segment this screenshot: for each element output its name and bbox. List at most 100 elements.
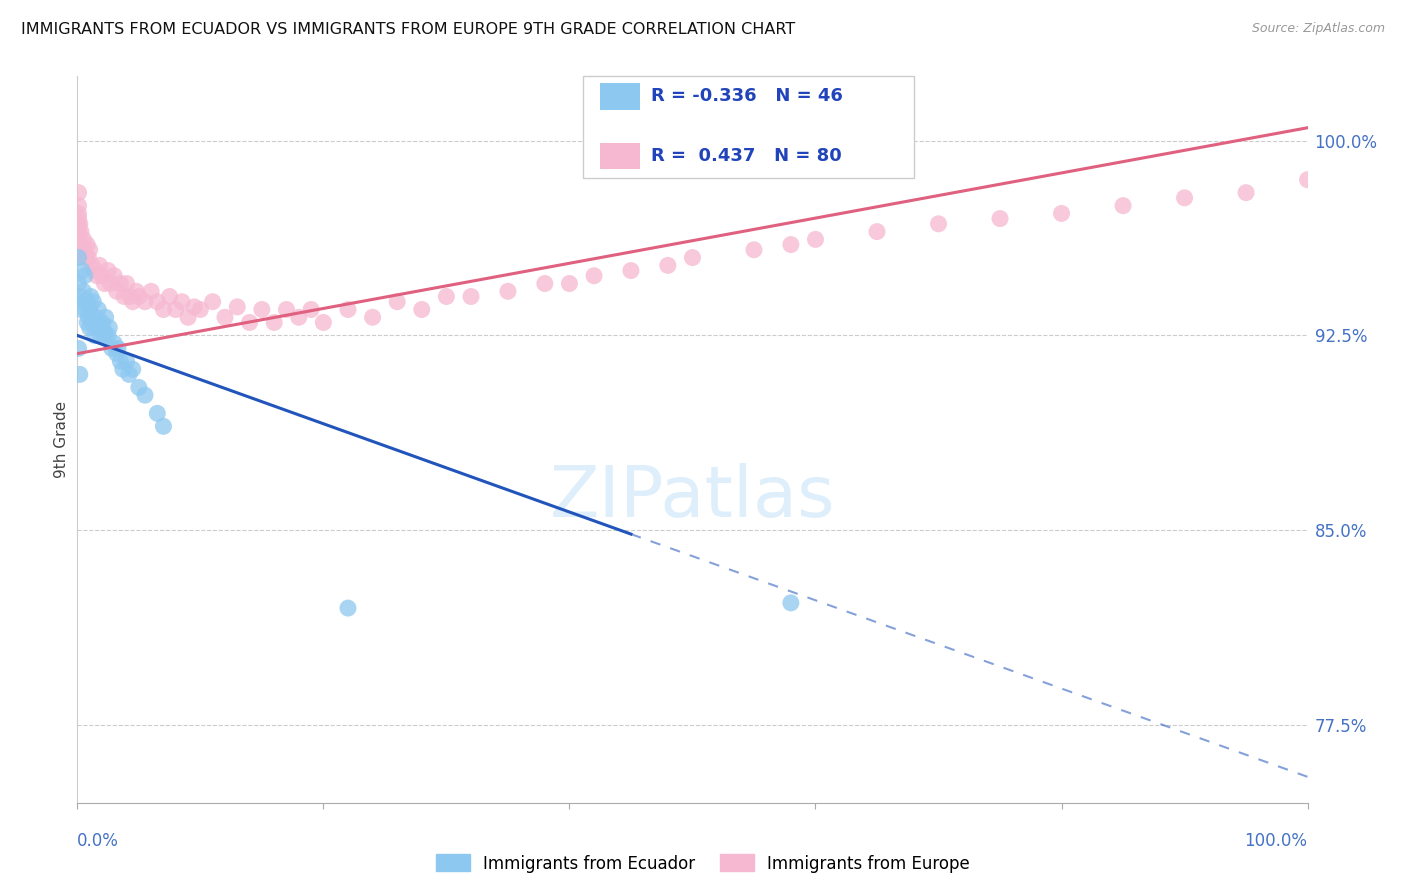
- Point: [67, 211, 90, 226]
- Point: [436, 289, 458, 303]
- Point: [67, 186, 90, 200]
- Point: [312, 316, 335, 330]
- Point: [558, 277, 581, 291]
- Point: [146, 294, 169, 309]
- Point: [67, 251, 90, 265]
- Point: [76, 316, 98, 330]
- Point: [67, 342, 90, 356]
- Point: [288, 310, 311, 325]
- Point: [128, 289, 150, 303]
- Point: [103, 268, 125, 283]
- Point: [93, 328, 115, 343]
- Point: [214, 310, 236, 325]
- Point: [620, 263, 643, 277]
- Point: [90, 268, 114, 283]
- Text: Source: ZipAtlas.com: Source: ZipAtlas.com: [1251, 22, 1385, 36]
- Point: [385, 294, 409, 309]
- Text: ZIPatlas: ZIPatlas: [550, 463, 835, 532]
- Point: [82, 294, 104, 309]
- Point: [94, 310, 117, 325]
- Text: R =  0.437   N = 80: R = 0.437 N = 80: [651, 147, 842, 165]
- Text: 0.0%: 0.0%: [77, 832, 120, 850]
- Point: [79, 302, 101, 317]
- Point: [84, 310, 107, 325]
- Point: [111, 362, 134, 376]
- Point: [134, 388, 156, 402]
- Point: [152, 302, 174, 317]
- Point: [183, 300, 205, 314]
- Point: [67, 199, 90, 213]
- Point: [583, 268, 606, 283]
- Point: [110, 277, 132, 291]
- Point: [226, 300, 249, 314]
- Point: [115, 354, 138, 368]
- Point: [411, 302, 433, 317]
- Point: [83, 328, 105, 343]
- Point: [86, 320, 108, 334]
- Point: [177, 310, 200, 325]
- Point: [657, 258, 679, 272]
- Point: [361, 310, 384, 325]
- Point: [250, 302, 273, 317]
- Point: [79, 320, 101, 334]
- Point: [93, 277, 115, 291]
- Point: [1296, 172, 1319, 186]
- Point: [159, 289, 181, 303]
- Point: [69, 217, 91, 231]
- Point: [90, 328, 112, 343]
- Point: [82, 316, 104, 330]
- Point: [76, 294, 98, 309]
- Point: [125, 285, 148, 299]
- Point: [80, 289, 103, 303]
- Point: [105, 346, 128, 360]
- Point: [1112, 199, 1135, 213]
- Point: [70, 302, 93, 317]
- Point: [128, 380, 150, 394]
- Point: [112, 289, 135, 303]
- Text: IMMIGRANTS FROM ECUADOR VS IMMIGRANTS FROM EUROPE 9TH GRADE CORRELATION CHART: IMMIGRANTS FROM ECUADOR VS IMMIGRANTS FR…: [21, 22, 796, 37]
- Point: [239, 316, 262, 330]
- Legend: Immigrants from Ecuador, Immigrants from Europe: Immigrants from Ecuador, Immigrants from…: [430, 847, 976, 880]
- Point: [77, 251, 100, 265]
- Point: [1050, 206, 1073, 220]
- Point: [91, 320, 114, 334]
- Point: [72, 285, 94, 299]
- Point: [76, 237, 98, 252]
- Point: [780, 237, 803, 252]
- Point: [146, 406, 169, 420]
- Point: [87, 302, 110, 317]
- Point: [67, 206, 90, 220]
- Point: [134, 294, 156, 309]
- Y-axis label: 9th Grade: 9th Grade: [53, 401, 69, 478]
- Point: [73, 294, 96, 309]
- Point: [67, 243, 90, 257]
- Point: [70, 237, 93, 252]
- Point: [337, 302, 360, 317]
- Point: [67, 225, 90, 239]
- Point: [75, 302, 97, 317]
- Point: [460, 289, 482, 303]
- Point: [97, 328, 120, 343]
- Point: [152, 419, 174, 434]
- Point: [75, 251, 97, 265]
- Point: [89, 258, 111, 272]
- Text: 100.0%: 100.0%: [1244, 832, 1308, 850]
- Point: [988, 211, 1011, 226]
- Point: [79, 243, 101, 257]
- Point: [77, 310, 100, 325]
- Point: [97, 263, 120, 277]
- Point: [742, 243, 765, 257]
- Point: [100, 277, 122, 291]
- Point: [115, 277, 138, 291]
- Point: [86, 268, 108, 283]
- Point: [98, 320, 121, 334]
- Text: R = -0.336   N = 46: R = -0.336 N = 46: [651, 87, 842, 105]
- Point: [1174, 191, 1197, 205]
- Point: [121, 362, 143, 376]
- Point: [67, 232, 90, 246]
- Point: [263, 316, 285, 330]
- Point: [67, 277, 90, 291]
- Point: [141, 285, 163, 299]
- Point: [70, 225, 93, 239]
- Point: [165, 302, 187, 317]
